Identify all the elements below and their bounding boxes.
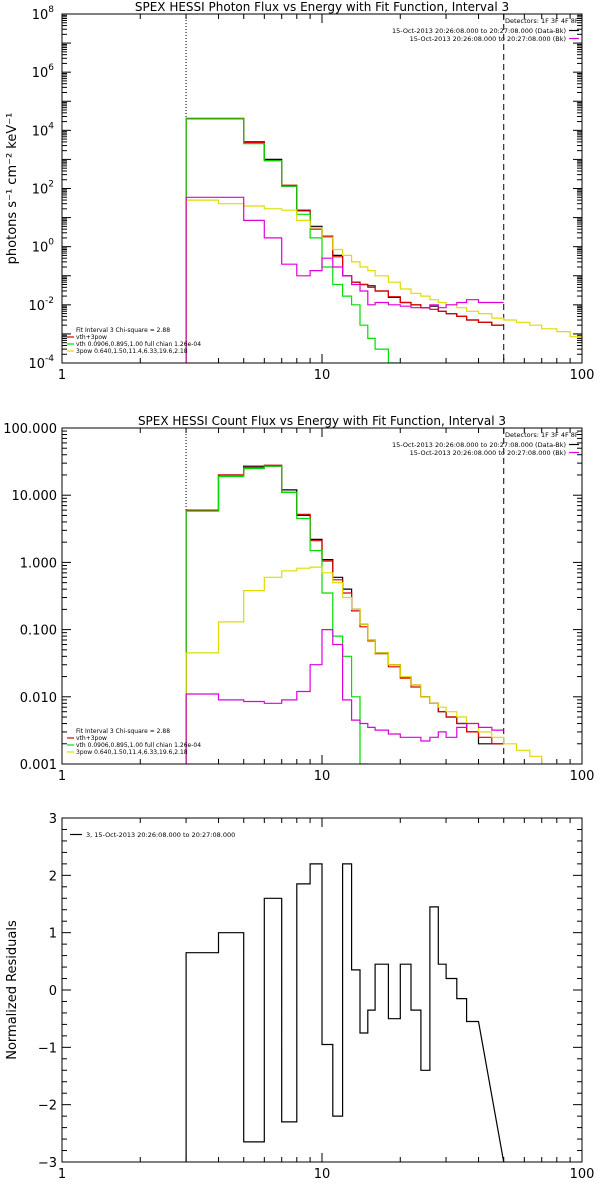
x-tick-label: 100 (570, 368, 595, 383)
y-tick-base: 10 (32, 8, 49, 23)
y-tick-label: 104 (32, 121, 55, 139)
y-tick-base: 10 (32, 124, 49, 139)
fit-legend-entry: Fit Interval 3 Chi-square = 2.88 (76, 327, 170, 334)
legend-entry: 3, 15-Oct-2013 20:26:08.000 to 20:27:08.… (86, 831, 235, 839)
y-tick-label: 100.000 (3, 422, 57, 437)
fit-legend-entry: 3pow 0.640,1.50,11.4,6.33,19.6,2.18 (76, 749, 188, 756)
series-line-3 (185, 465, 368, 764)
panel-2: SPEX HESSI Count Flux vs Energy with Fit… (3, 414, 594, 784)
series-line-4 (185, 566, 582, 764)
y-tick-label: 0.100 (20, 624, 57, 639)
y-tick-exponent: 0 (48, 238, 54, 248)
y-tick-label: 1.000 (20, 556, 57, 571)
y-tick-base: 10 (32, 241, 49, 256)
panel-1: SPEX HESSI Photon Flux vs Energy with Fi… (5, 0, 594, 383)
series-line-2 (185, 117, 504, 363)
fit-legend-entry: 3pow 0.640,1.50,11.4,6.33,19.6,2.18 (76, 348, 188, 355)
y-tick-label: 0.010 (20, 691, 57, 706)
detectors-label: Detectors: 1F 3F 4F 8F (505, 17, 579, 25)
y-tick-label: 1 (49, 927, 57, 942)
y-tick-label: 102 (32, 180, 54, 198)
plot-frame (61, 13, 583, 364)
y-tick-label: −3 (38, 1156, 57, 1171)
y-tick-exponent: 6 (48, 63, 54, 73)
series-group (185, 117, 582, 363)
series-line-5 (185, 196, 504, 363)
chart-title: SPEX HESSI Photon Flux vs Energy with Fi… (135, 0, 509, 14)
y-axis-label: Normalized Residuals (5, 920, 20, 1060)
legend-entry: 15-Oct-2013 20:26:08.000 to 20:27:08.000… (392, 441, 566, 449)
series-group (185, 863, 505, 1162)
series-line-1 (185, 118, 504, 363)
y-tick-exponent: 8 (48, 5, 54, 15)
x-tick-label: 1 (58, 368, 66, 383)
legend-entry: 15-Oct-2013 20:26:08.000 to 20:27:08.000… (410, 449, 566, 457)
y-tick-exponent: -2 (45, 296, 54, 306)
x-tick-label: 100 (570, 1167, 595, 1182)
chart-title: SPEX HESSI Count Flux vs Energy with Fit… (138, 414, 506, 428)
y-tick-label: 0 (49, 984, 57, 999)
x-ticks (61, 818, 571, 1162)
y-tick-exponent: 4 (48, 121, 54, 131)
y-tick-base: 10 (32, 183, 49, 198)
panel-3: 1 10 100 −3 −2 −1 0 1 2 3 Normalized Residuals 3, 1… (5, 812, 594, 1182)
plot-frame (61, 427, 583, 765)
x-tick-label: 100 (570, 769, 595, 784)
series-line-4 (185, 199, 582, 363)
y-tick-exponent: 2 (48, 180, 54, 190)
series-line-5 (185, 629, 504, 764)
y-tick-label: 0.001 (20, 758, 57, 773)
series-line-1 (185, 863, 505, 1162)
detectors-label: Detectors: 1F 3F 4F 8F (505, 431, 579, 439)
y-axis-label: photons s⁻¹ cm⁻² keV⁻¹ (5, 113, 20, 265)
y-tick-label: 106 (32, 63, 55, 81)
series-line-3 (185, 118, 401, 363)
y-tick-base: 10 (28, 299, 45, 314)
y-tick-label: −1 (38, 1041, 57, 1056)
x-ticks (61, 14, 571, 363)
y-tick-label: 10.000 (12, 489, 58, 504)
x-tick-label: 1 (58, 769, 66, 784)
x-tick-label: 10 (314, 1167, 331, 1182)
y-tick-label: 3 (49, 812, 57, 827)
fit-legend-entry: vth 0.0906,0.895,1.00 full chian 1.26e-0… (76, 341, 201, 348)
legend-entry: 15-Oct-2013 20:26:08.000 to 20:27:08.000… (392, 27, 566, 35)
x-tick-label: 1 (58, 1167, 66, 1182)
y-tick-label: 10-4 (28, 354, 54, 372)
y-tick-base: 10 (32, 66, 49, 81)
fit-legend-entry: vth 0.0906,0.895,1.00 full chian 1.26e-0… (76, 742, 201, 749)
y-tick-label: 2 (49, 869, 57, 884)
y-tick-base: 10 (28, 357, 45, 372)
y-tick-label: 100 (32, 238, 55, 256)
y-tick-label: 108 (32, 5, 55, 23)
y-tick-exponent: -4 (45, 354, 54, 364)
x-tick-label: 10 (314, 769, 331, 784)
legend-entry: 15-Oct-2013 20:26:08.000 to 20:27:08.000… (410, 35, 566, 43)
fit-legend-entry: vth+3pow (76, 735, 107, 742)
series-group (185, 464, 582, 764)
series-line-2 (185, 464, 504, 764)
x-ticks (61, 428, 571, 764)
y-tick-label: −2 (38, 1099, 57, 1114)
y-ticks (62, 14, 582, 364)
plot-frame (61, 817, 583, 1163)
y-tick-label: 10-2 (28, 296, 54, 314)
series-line-1 (185, 465, 504, 764)
fit-legend-entry: Fit Interval 3 Chi-square = 2.88 (76, 728, 170, 735)
fit-legend-entry: vth+3pow (76, 334, 107, 341)
x-tick-label: 10 (314, 368, 331, 383)
